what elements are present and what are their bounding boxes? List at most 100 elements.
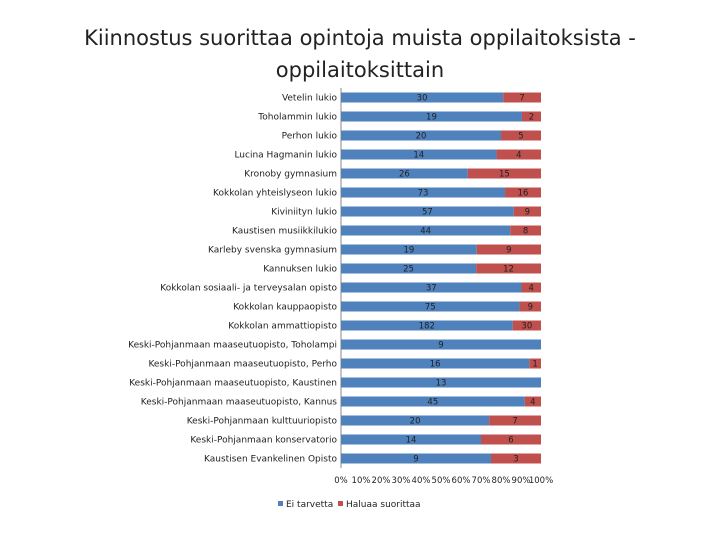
data-label-ei-tarvetta: 9 (413, 455, 418, 465)
data-label-ei-tarvetta: 182 (419, 322, 435, 332)
category-label: Keski-Pohjanmaan maaseutuopisto, Toholam… (128, 341, 337, 351)
x-tick-label: 100% (529, 476, 553, 486)
x-tick-label: 0% (334, 476, 348, 486)
data-label-ei-tarvetta: 57 (422, 208, 433, 218)
bar-ei-tarvetta (341, 282, 522, 293)
category-label: Lucina Hagmanin lukio (234, 151, 337, 161)
legend-label: Haluaa suorittaa (346, 500, 421, 510)
data-label-haluaa-suorittaa: 6 (508, 436, 513, 446)
bar-haluaa-suorittaa (521, 111, 541, 122)
bar-haluaa-suorittaa (476, 244, 541, 255)
bar-haluaa-suorittaa (491, 453, 541, 464)
x-tick-label: 30% (392, 476, 411, 486)
category-label: Keski-Pohjanmaan maaseutuopisto, Perho (148, 360, 337, 370)
data-label-haluaa-suorittaa: 4 (516, 151, 521, 161)
bar-ei-tarvetta (341, 168, 468, 179)
bar-haluaa-suorittaa (489, 415, 541, 426)
x-tick-label: 80% (492, 476, 511, 486)
category-label: Kokkolan sosiaali- ja terveysalan opisto (160, 284, 337, 294)
data-label-ei-tarvetta: 19 (403, 246, 414, 256)
data-label-ei-tarvetta: 30 (417, 94, 428, 104)
bar-ei-tarvetta (341, 92, 504, 103)
bar-ei-tarvetta (341, 320, 513, 331)
data-label-haluaa-suorittaa: 9 (528, 303, 533, 313)
category-label: Kiviniityn lukio (271, 208, 337, 218)
category-label: Toholammin lukio (257, 113, 337, 123)
x-tick-label: 10% (352, 476, 371, 486)
data-label-ei-tarvetta: 75 (425, 303, 436, 313)
bar-ei-tarvetta (341, 358, 530, 369)
category-label: Kokkolan yhteislyseon lukio (213, 189, 337, 199)
data-label-haluaa-suorittaa: 4 (529, 284, 534, 294)
category-label: Kaustisen musiikkilukio (232, 227, 337, 237)
bar-haluaa-suorittaa (519, 301, 541, 312)
data-label-ei-tarvetta: 14 (413, 151, 424, 161)
category-label: Karleby svenska gymnasium (208, 246, 337, 256)
bar-haluaa-suorittaa (521, 282, 541, 293)
data-label-ei-tarvetta: 20 (410, 417, 421, 427)
bar-ei-tarvetta (341, 244, 477, 255)
category-label: Vetelin lukio (282, 94, 338, 104)
bar-ei-tarvetta (341, 377, 541, 388)
category-label: Kronoby gymnasium (244, 170, 337, 180)
category-label: Kaustisen Evankelinen Opisto (204, 455, 337, 465)
bar-haluaa-suorittaa (476, 263, 541, 274)
bar-ei-tarvetta (341, 263, 477, 274)
data-label-haluaa-suorittaa: 5 (518, 132, 523, 142)
bar-ei-tarvetta (341, 187, 506, 198)
category-label: Kokkolan kauppaopisto (233, 303, 337, 313)
bar-ei-tarvetta (341, 130, 501, 141)
bar-ei-tarvetta (341, 301, 520, 312)
data-label-haluaa-suorittaa: 7 (519, 94, 524, 104)
category-label: Keski-Pohjanmaan maaseutuopisto, Kaustin… (129, 379, 337, 389)
data-label-ei-tarvetta: 45 (427, 398, 438, 408)
data-label-ei-tarvetta: 13 (436, 379, 447, 389)
data-label-ei-tarvetta: 37 (426, 284, 437, 294)
legend-swatch (278, 501, 283, 506)
bar-haluaa-suorittaa (524, 396, 541, 407)
data-label-ei-tarvetta: 44 (420, 227, 431, 237)
data-label-ei-tarvetta: 20 (416, 132, 427, 142)
bar-haluaa-suorittaa (496, 149, 541, 160)
bar-ei-tarvetta (341, 149, 497, 160)
bar-ei-tarvetta (341, 206, 514, 217)
x-tick-label: 70% (472, 476, 491, 486)
category-label: Keski-Pohjanmaan kulttuuriopisto (187, 417, 338, 427)
bar-haluaa-suorittaa (481, 434, 541, 445)
data-label-haluaa-suorittaa: 16 (518, 189, 529, 199)
data-label-haluaa-suorittaa: 3 (513, 455, 518, 465)
data-label-haluaa-suorittaa: 9 (525, 208, 530, 218)
bar-haluaa-suorittaa (512, 320, 541, 331)
data-label-haluaa-suorittaa: 9 (506, 246, 511, 256)
bar-ei-tarvetta (341, 339, 541, 350)
data-label-haluaa-suorittaa: 30 (521, 322, 532, 332)
bar-ei-tarvetta (341, 225, 511, 236)
chart-title: Kiinnostus suorittaa opintoja muista opp… (84, 26, 636, 82)
bar-haluaa-suorittaa (505, 187, 541, 198)
data-label-ei-tarvetta: 25 (403, 265, 414, 275)
bar-haluaa-suorittaa (529, 358, 541, 369)
category-label: Keski-Pohjanmaan konservatorio (190, 436, 337, 446)
legend-swatch (338, 501, 343, 506)
data-label-haluaa-suorittaa: 7 (512, 417, 517, 427)
data-label-haluaa-suorittaa: 8 (523, 227, 528, 237)
data-label-ei-tarvetta: 16 (430, 360, 441, 370)
data-label-ei-tarvetta: 19 (426, 113, 437, 123)
bar-haluaa-suorittaa (503, 92, 541, 103)
bar-ei-tarvetta (341, 111, 522, 122)
x-tick-label: 20% (372, 476, 391, 486)
legend-label: Ei tarvetta (286, 500, 333, 510)
bar-ei-tarvetta (341, 396, 525, 407)
bar-haluaa-suorittaa (501, 130, 541, 141)
bar-ei-tarvetta (341, 415, 490, 426)
category-label: Keski-Pohjanmaan maaseutuopisto, Kannus (141, 398, 338, 408)
bar-haluaa-suorittaa (467, 168, 541, 179)
data-label-haluaa-suorittaa: 1 (532, 360, 537, 370)
x-tick-label: 90% (512, 476, 531, 486)
data-label-haluaa-suorittaa: 12 (503, 265, 514, 275)
bar-haluaa-suorittaa (513, 206, 541, 217)
category-label: Kannuksen lukio (263, 265, 337, 275)
data-label-ei-tarvetta: 26 (399, 170, 410, 180)
bar-haluaa-suorittaa (510, 225, 541, 236)
